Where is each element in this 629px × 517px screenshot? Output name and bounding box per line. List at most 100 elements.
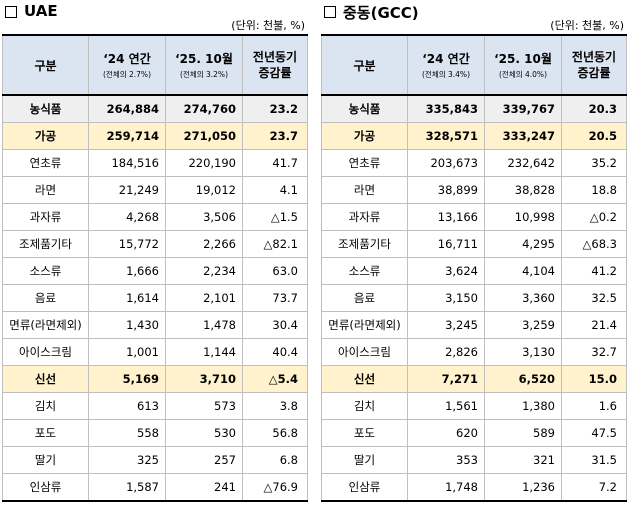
cell-category: 아이스크림 [2, 338, 89, 366]
cell-2025-value: 2,234 [165, 257, 243, 285]
checkbox-icon [324, 6, 336, 18]
header-2025-share: (전체의 4.0%) [499, 70, 547, 79]
table-row: 포도 620 589 47.5 [321, 419, 627, 447]
cell-category: 가공 [321, 122, 408, 150]
cell-2024-value: 3,150 [407, 284, 485, 312]
cell-2024-value: 335,843 [407, 94, 485, 123]
header-2024: ‘24 연간 (전체의 3.4%) [407, 34, 485, 96]
cell-2025-value: 1,236 [484, 473, 562, 502]
cell-category: 김치 [2, 392, 89, 420]
cell-2025-value: 1,478 [165, 311, 243, 339]
table-row: 아이스크림 1,001 1,144 40.4 [2, 338, 308, 366]
table-row: 농식품 335,843 339,767 20.3 [321, 94, 627, 123]
cell-change-rate: △68.3 [561, 230, 627, 258]
cell-2025-value: 1,380 [484, 392, 562, 420]
header-2025: ‘25. 10월 (전체의 4.0%) [484, 34, 562, 96]
cell-change-rate: 20.5 [561, 122, 627, 150]
cell-change-rate: 63.0 [242, 257, 308, 285]
cell-2024-value: 13,166 [407, 203, 485, 231]
cell-category: 포도 [321, 419, 408, 447]
table-row: 신선 5,169 3,710 △5.4 [2, 365, 308, 393]
cell-2024-value: 558 [88, 419, 166, 447]
cell-2024-value: 5,169 [88, 365, 166, 393]
cell-category: 소스류 [321, 257, 408, 285]
cell-2025-value: 530 [165, 419, 243, 447]
table-row: 가공 328,571 333,247 20.5 [321, 122, 627, 150]
header-rate-line1: 전년동기 [571, 50, 617, 64]
cell-category: 면류(라면제외) [321, 311, 408, 339]
cell-change-rate: 41.2 [561, 257, 627, 285]
table-row: 딸기 353 321 31.5 [321, 446, 627, 474]
cell-2024-value: 38,899 [407, 176, 485, 204]
cell-2024-value: 16,711 [407, 230, 485, 258]
unit-label: (단위: 천불, %) [231, 19, 305, 32]
unit-label: (단위: 천불, %) [550, 19, 624, 32]
table-row: 소스류 3,624 4,104 41.2 [321, 257, 627, 285]
cell-change-rate: 21.4 [561, 311, 627, 339]
cell-2025-value: 589 [484, 419, 562, 447]
header-2024-label: ‘24 연간 [422, 52, 470, 66]
cell-change-rate: 30.4 [242, 311, 308, 339]
table-row: 김치 1,561 1,380 1.6 [321, 392, 627, 420]
cell-category: 조제품기타 [2, 230, 89, 258]
cell-category: 면류(라면제외) [2, 311, 89, 339]
cell-2024-value: 1,614 [88, 284, 166, 312]
table-row: 과자류 4,268 3,506 △1.5 [2, 203, 308, 231]
cell-change-rate: 56.8 [242, 419, 308, 447]
cell-category: 연초류 [321, 149, 408, 177]
table-row: 포도 558 530 56.8 [2, 419, 308, 447]
panel-gcc: 중동(GCC) (단위: 천불, %) 구분 ‘24 연간 (전체의 3.4%)… [321, 0, 627, 502]
header-rate-line2: 증감률 [258, 66, 292, 80]
cell-2025-value: 4,104 [484, 257, 562, 285]
cell-2025-value: 3,710 [165, 365, 243, 393]
cell-2025-value: 257 [165, 446, 243, 474]
cell-2024-value: 1,001 [88, 338, 166, 366]
cell-2024-value: 613 [88, 392, 166, 420]
table-row: 음료 1,614 2,101 73.7 [2, 284, 308, 312]
table-row: 조제품기타 15,772 2,266 △82.1 [2, 230, 308, 258]
cell-2025-value: 241 [165, 473, 243, 502]
cell-2024-value: 184,516 [88, 149, 166, 177]
table-row: 음료 3,150 3,360 32.5 [321, 284, 627, 312]
header-rate: 전년동기 증감률 [561, 34, 627, 96]
cell-2025-value: 3,130 [484, 338, 562, 366]
cell-2025-value: 3,506 [165, 203, 243, 231]
cell-change-rate: △1.5 [242, 203, 308, 231]
header-2024-share: (전체의 3.4%) [422, 70, 470, 79]
panel-title: 중동(GCC) [343, 4, 419, 22]
cell-category: 인삼류 [2, 473, 89, 502]
cell-category: 딸기 [321, 446, 408, 474]
cell-2024-value: 3,624 [407, 257, 485, 285]
checkbox-icon [5, 6, 17, 18]
cell-change-rate: 23.7 [242, 122, 308, 150]
cell-category: 농식품 [321, 94, 408, 123]
cell-change-rate: 7.2 [561, 473, 627, 502]
cell-2025-value: 6,520 [484, 365, 562, 393]
cell-2024-value: 1,666 [88, 257, 166, 285]
cell-change-rate: 23.2 [242, 94, 308, 123]
cell-2024-value: 7,271 [407, 365, 485, 393]
cell-2025-value: 1,144 [165, 338, 243, 366]
cell-change-rate: 1.6 [561, 392, 627, 420]
panel-uae: UAE (단위: 천불, %) 구분 ‘24 연간 (전체의 2.7%) ‘25… [2, 0, 308, 502]
cell-2024-value: 1,430 [88, 311, 166, 339]
table-row: 소스류 1,666 2,234 63.0 [2, 257, 308, 285]
cell-change-rate: 20.3 [561, 94, 627, 123]
cell-change-rate: 18.8 [561, 176, 627, 204]
panel-title: UAE [24, 2, 58, 20]
cell-2025-value: 10,998 [484, 203, 562, 231]
cell-2025-value: 339,767 [484, 94, 562, 123]
table-row: 아이스크림 2,826 3,130 32.7 [321, 338, 627, 366]
cell-category: 포도 [2, 419, 89, 447]
cell-2024-value: 259,714 [88, 122, 166, 150]
cell-change-rate: 32.5 [561, 284, 627, 312]
cell-2025-value: 220,190 [165, 149, 243, 177]
cell-category: 과자류 [321, 203, 408, 231]
header-2024-share: (전체의 2.7%) [103, 70, 151, 79]
table-row: 과자류 13,166 10,998 △0.2 [321, 203, 627, 231]
cell-2024-value: 2,826 [407, 338, 485, 366]
cell-category: 가공 [2, 122, 89, 150]
cell-category: 인삼류 [321, 473, 408, 502]
header-2024-label: ‘24 연간 [103, 52, 151, 66]
cell-category: 소스류 [2, 257, 89, 285]
